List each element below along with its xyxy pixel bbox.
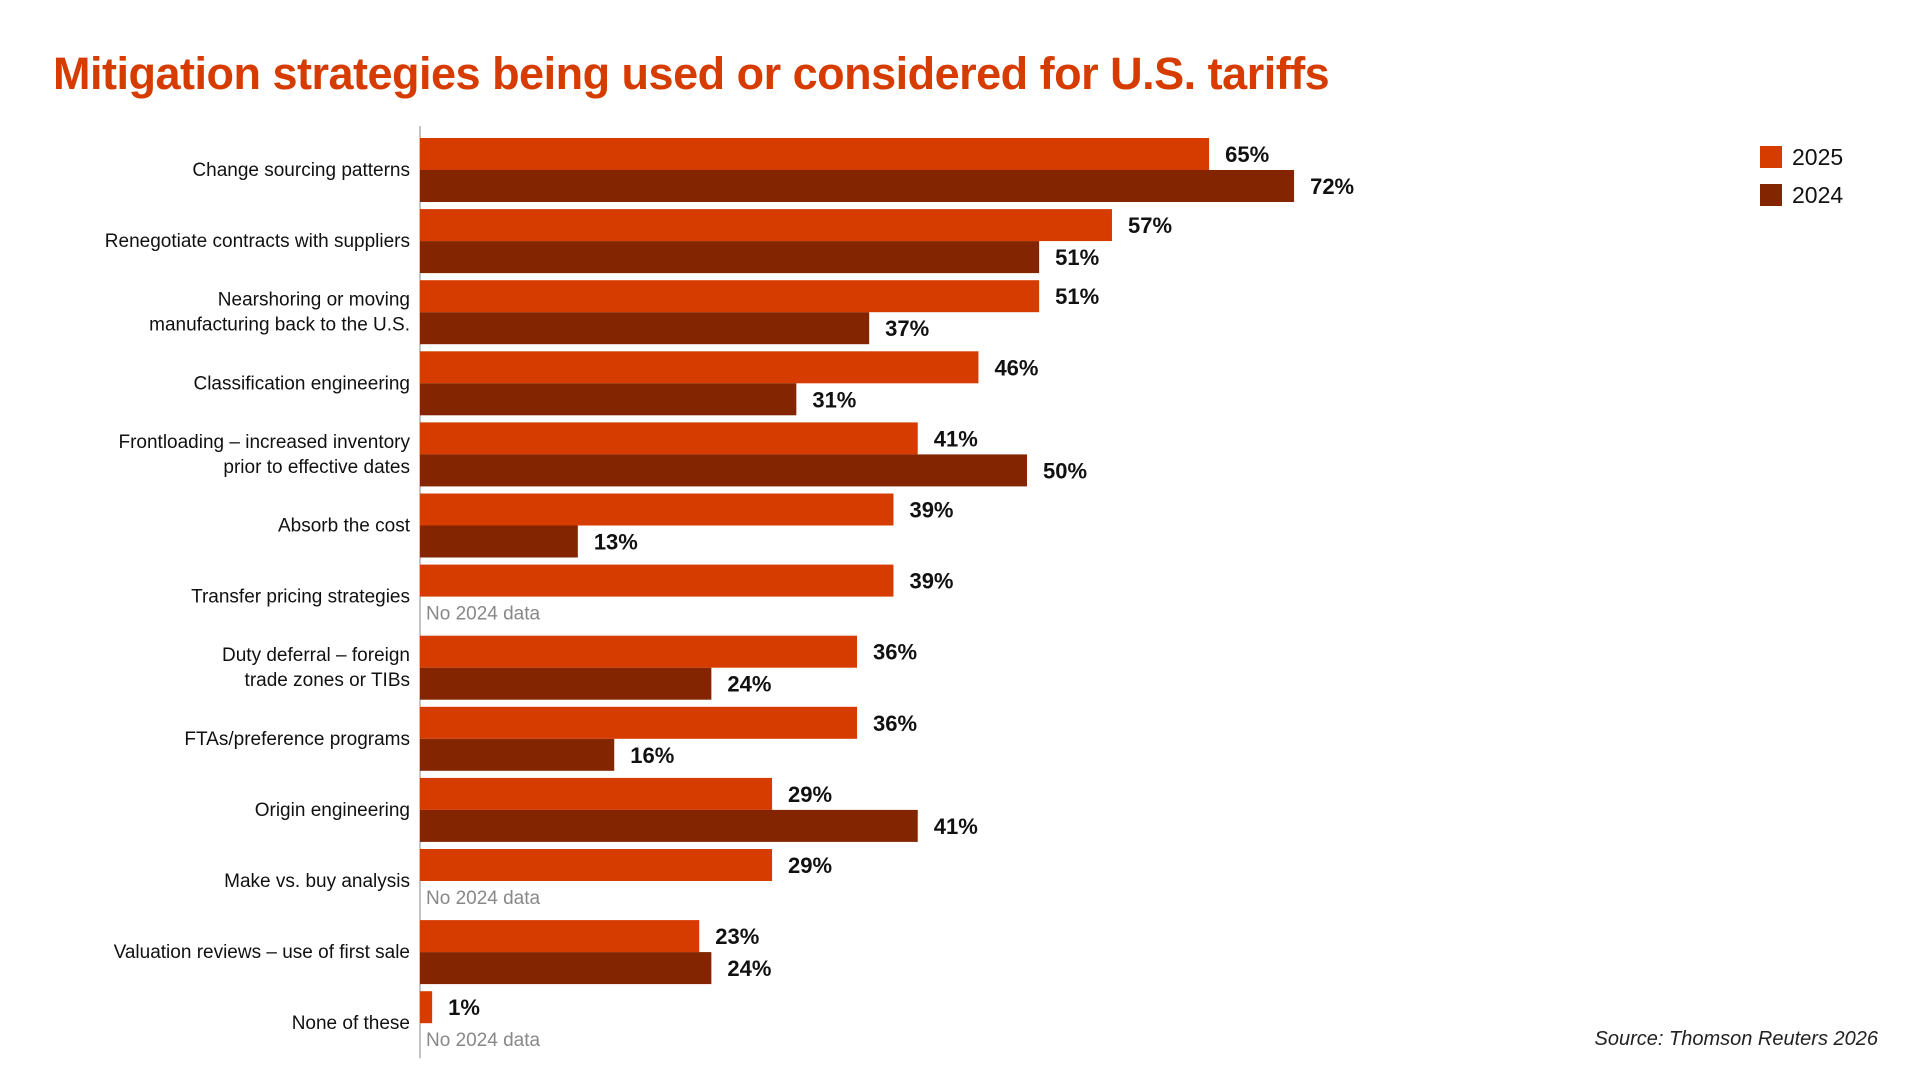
category-label: FTAs/preference programs [184,729,410,750]
legend-item-2024: 2024 [1760,176,1843,214]
data-label-2025: 65% [1225,142,1269,167]
bar-2024 [420,241,1040,274]
bar-2024 [420,454,1027,487]
data-label-2024: 31% [812,387,856,412]
category-label: Transfer pricing strategies [191,587,410,608]
data-label-2025: 23% [715,924,759,949]
no-data-label: No 2024 data [426,1030,541,1051]
bar-2025 [420,493,894,526]
legend-label-2025: 2025 [1792,143,1844,170]
bar-2025 [420,849,773,881]
data-label-2024: 50% [1043,458,1087,483]
category-label: Make vs. buy analysis [224,871,410,892]
category-label: Duty deferral – foreign trade zones or TI… [222,645,410,691]
data-label-2025: 36% [873,711,917,736]
data-label-2024: 24% [727,956,771,981]
bar-2024 [420,312,870,345]
data-label-2025: 39% [909,498,953,523]
data-label-2024: 13% [594,530,638,555]
legend-label-2024: 2024 [1792,181,1844,208]
bar-2024 [420,525,578,558]
data-label-2025: 1% [448,995,480,1020]
bar-2025 [420,564,894,597]
data-label-2024: 24% [727,672,771,697]
category-label: Nearshoring or moving manufacturing back … [149,290,410,336]
bar-2025 [420,920,700,953]
category-label: None of these [292,1013,410,1034]
bar-2025 [420,777,773,810]
data-label-2024: 51% [1055,245,1099,270]
bar-2025 [420,635,858,668]
category-label: Origin engineering [255,800,410,821]
no-data-label: No 2024 data [426,888,541,909]
data-label-2024: 41% [934,814,978,839]
bar-2024 [420,383,797,416]
data-label-2025: 41% [934,426,978,451]
data-label-2025: 51% [1055,284,1099,309]
data-label-2025: 29% [788,853,832,878]
category-label: Valuation reviews – use of first sale [114,942,410,963]
bar-2025 [420,209,1112,242]
chart-title: Mitigation strategies being used or cons… [53,48,1330,99]
bar-2025 [420,422,918,455]
data-label-2025: 57% [1128,213,1172,238]
legend-swatch-2025 [1760,146,1782,168]
category-label: Change sourcing patterns [192,160,410,181]
data-label-2025: 36% [873,640,917,665]
category-label: Absorb the cost [278,516,411,537]
bar-2025 [420,351,979,384]
data-label-2025: 29% [788,782,832,807]
category-label: Renegotiate contracts with suppliers [105,231,410,252]
bar-2025 [420,706,858,739]
bar-2025 [420,280,1040,313]
bar-2025 [420,138,1210,170]
data-label-2025: 46% [994,355,1038,380]
legend-item-2025: 2025 [1760,138,1843,176]
category-label: Classification engineering [193,373,410,394]
bar-2024 [420,667,712,700]
data-label-2024: 37% [885,316,929,341]
data-label-2025: 39% [909,569,953,594]
bar-2024 [420,738,615,771]
category-label: Frontloading – increased inventory prior … [118,432,410,478]
no-data-label: No 2024 data [426,604,541,625]
data-label-2024: 72% [1310,174,1354,199]
bar-2025 [420,991,433,1024]
legend-swatch-2024 [1760,184,1782,206]
bar-2024 [420,170,1295,202]
bar-2024 [420,952,712,985]
bar-2024 [420,809,918,842]
legend: 2025 2024 [1760,138,1843,214]
data-label-2024: 16% [630,743,674,768]
source-note: Source: Thomson Reuters 2026 [1594,1028,1879,1050]
